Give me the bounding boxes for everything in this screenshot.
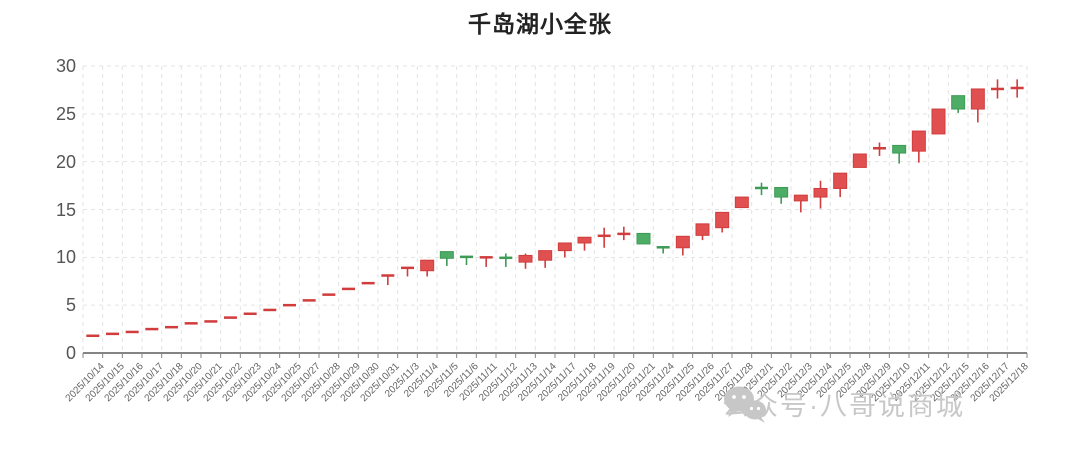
y-axis-label: 20 [55, 151, 76, 172]
candle-body [518, 254, 533, 263]
candle-doji-bar [243, 312, 257, 316]
candle-doji-bar [204, 320, 218, 323]
candle-doji-bar [460, 255, 473, 259]
candle-body [538, 250, 553, 261]
candle-doji-bar [106, 332, 119, 336]
candle-doji-bar [873, 147, 886, 150]
candle-doji-bar [86, 334, 100, 338]
candle-doji-bar [125, 330, 139, 334]
candle-body [793, 194, 808, 202]
candle-body [557, 242, 572, 252]
candle-doji-bar [401, 266, 414, 270]
candle-doji-bar [656, 246, 670, 249]
candle-body [715, 211, 730, 229]
y-axis-label: 0 [65, 343, 76, 363]
candle-doji-bar [322, 293, 336, 296]
candle-doji-bar [361, 281, 375, 285]
candle-doji-bar [991, 87, 1004, 91]
candle-doji-bar [342, 287, 355, 291]
candle-body [734, 196, 749, 209]
candle-body [695, 223, 710, 236]
candle-body [833, 172, 848, 189]
candle-body [813, 187, 828, 198]
y-axis-label: 5 [65, 295, 76, 316]
candle-doji-bar [499, 256, 513, 260]
candle-body [577, 236, 592, 244]
watermark: 公众号·八哥说商城 [722, 384, 965, 428]
wechat-icon [724, 386, 766, 423]
candle-body [774, 186, 789, 198]
candle-doji-bar [479, 256, 493, 259]
candle-body [951, 95, 966, 110]
candle-doji-bar [597, 234, 611, 238]
y-axis-label: 25 [55, 103, 76, 124]
candle-body [636, 232, 651, 245]
y-axis-label: 15 [55, 199, 76, 220]
candle-doji-bar [145, 327, 159, 331]
y-axis-label: 10 [55, 247, 76, 268]
candle-doji-bar [617, 232, 631, 236]
candle-body [911, 130, 926, 152]
candle-doji-bar [184, 322, 198, 325]
candle-body [970, 88, 985, 110]
candle-doji-bar [302, 299, 316, 302]
candle-body [420, 259, 435, 272]
candle-body [852, 153, 867, 168]
candle-doji-bar [224, 316, 237, 319]
candle-body [931, 108, 946, 135]
candle-doji-bar [755, 186, 768, 190]
y-axis-label: 30 [55, 56, 76, 76]
candle-doji-bar [283, 303, 296, 307]
candle-doji-bar [381, 274, 395, 277]
candle-doji-bar [263, 308, 277, 312]
candle-doji-bar [165, 325, 178, 329]
chart-title: 千岛湖小全张 [468, 11, 612, 37]
candle-body [675, 235, 690, 249]
candle-doji-bar [1010, 86, 1024, 90]
candle-body [439, 251, 454, 259]
candle-body [892, 144, 907, 154]
